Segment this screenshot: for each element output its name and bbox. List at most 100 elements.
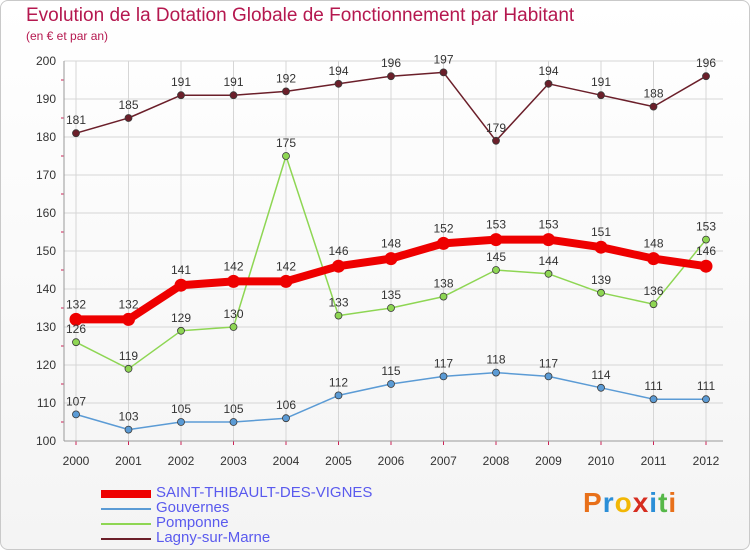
data-label-saint-thibault: 142 xyxy=(276,259,296,273)
data-point-gouvernes xyxy=(598,384,605,391)
data-label-pomponne: 130 xyxy=(223,307,243,321)
data-point-lagny xyxy=(493,137,500,144)
data-label-pomponne: 135 xyxy=(381,288,401,302)
data-label-lagny: 196 xyxy=(696,56,716,70)
y-tick-label: 130 xyxy=(36,320,56,334)
data-point-saint-thibault xyxy=(595,241,608,254)
y-tick-label: 150 xyxy=(36,244,56,258)
data-point-gouvernes xyxy=(650,396,657,403)
data-label-gouvernes: 117 xyxy=(539,356,558,370)
data-label-pomponne: 144 xyxy=(538,254,558,268)
data-label-gouvernes: 111 xyxy=(644,379,663,393)
data-point-saint-thibault xyxy=(437,237,450,250)
data-label-pomponne: 126 xyxy=(66,322,86,336)
data-label-gouvernes: 114 xyxy=(591,368,610,382)
data-label-pomponne: 175 xyxy=(276,136,296,150)
x-tick-label: 2010 xyxy=(588,454,615,468)
y-tick-label: 160 xyxy=(36,206,56,220)
data-label-pomponne: 153 xyxy=(696,220,716,234)
data-label-lagny: 192 xyxy=(276,71,296,85)
logo-letter: P xyxy=(583,487,603,519)
data-point-saint-thibault xyxy=(227,275,240,288)
data-point-saint-thibault xyxy=(385,252,398,265)
data-point-lagny xyxy=(598,92,605,99)
data-label-gouvernes: 105 xyxy=(171,402,191,416)
x-tick-label: 2012 xyxy=(693,454,720,468)
x-tick-label: 2006 xyxy=(378,454,405,468)
data-label-lagny: 191 xyxy=(591,75,611,89)
data-label-gouvernes: 106 xyxy=(276,398,296,412)
legend-swatch xyxy=(101,508,151,510)
data-label-pomponne: 138 xyxy=(433,277,453,291)
data-point-pomponne xyxy=(650,301,657,308)
data-label-saint-thibault: 153 xyxy=(486,218,506,232)
data-point-lagny xyxy=(125,115,132,122)
data-label-gouvernes: 111 xyxy=(697,379,716,393)
y-tick-label: 110 xyxy=(37,396,56,410)
data-point-gouvernes xyxy=(230,419,237,426)
legend-swatch xyxy=(101,490,151,498)
data-point-saint-thibault xyxy=(332,260,345,273)
data-point-pomponne xyxy=(440,293,447,300)
x-tick-label: 2007 xyxy=(430,454,457,468)
data-point-pomponne xyxy=(493,267,500,274)
data-label-lagny: 188 xyxy=(643,87,663,101)
data-label-pomponne: 145 xyxy=(486,250,506,264)
data-point-gouvernes xyxy=(493,369,500,376)
data-point-saint-thibault xyxy=(542,233,555,246)
data-point-pomponne xyxy=(230,324,237,331)
data-point-pomponne xyxy=(73,339,80,346)
data-point-gouvernes xyxy=(283,415,290,422)
data-point-lagny xyxy=(230,92,237,99)
data-point-saint-thibault xyxy=(700,260,713,273)
data-label-saint-thibault: 146 xyxy=(328,244,348,258)
data-label-lagny: 179 xyxy=(486,121,506,135)
data-label-gouvernes: 105 xyxy=(223,402,243,416)
data-point-gouvernes xyxy=(440,373,447,380)
data-label-saint-thibault: 151 xyxy=(591,225,611,239)
data-point-lagny xyxy=(440,69,447,76)
data-label-pomponne: 139 xyxy=(591,273,611,287)
legend-swatch xyxy=(101,523,151,525)
y-tick-label: 140 xyxy=(36,282,56,296)
data-point-gouvernes xyxy=(73,411,80,418)
data-point-saint-thibault xyxy=(175,279,188,292)
data-point-saint-thibault xyxy=(122,313,135,326)
y-tick-label: 190 xyxy=(36,92,56,106)
data-label-saint-thibault: 132 xyxy=(66,297,86,311)
data-label-lagny: 185 xyxy=(118,98,138,112)
logo-letter: i xyxy=(649,487,658,519)
data-label-pomponne: 133 xyxy=(328,296,348,310)
x-tick-label: 2009 xyxy=(535,454,562,468)
data-label-gouvernes: 115 xyxy=(381,364,400,378)
logo-letter: x xyxy=(633,487,650,519)
data-point-lagny xyxy=(388,73,395,80)
data-label-lagny: 191 xyxy=(171,75,191,89)
x-tick-label: 2005 xyxy=(325,454,352,468)
data-point-lagny xyxy=(335,80,342,87)
logo-letter: r xyxy=(603,487,615,519)
data-label-gouvernes: 117 xyxy=(434,356,453,370)
data-label-saint-thibault: 142 xyxy=(223,259,243,273)
data-label-saint-thibault: 141 xyxy=(171,263,191,277)
data-point-pomponne xyxy=(598,289,605,296)
data-label-lagny: 196 xyxy=(381,56,401,70)
y-tick-label: 120 xyxy=(36,358,56,372)
data-point-lagny xyxy=(73,130,80,137)
data-label-lagny: 194 xyxy=(328,64,348,78)
x-tick-label: 2003 xyxy=(220,454,247,468)
data-label-gouvernes: 112 xyxy=(329,375,348,389)
data-point-lagny xyxy=(545,80,552,87)
data-label-gouvernes: 107 xyxy=(66,394,86,408)
data-point-pomponne xyxy=(703,236,710,243)
x-tick-label: 2002 xyxy=(168,454,195,468)
data-label-lagny: 197 xyxy=(433,52,453,66)
data-label-saint-thibault: 132 xyxy=(118,297,138,311)
y-tick-label: 180 xyxy=(36,130,56,144)
data-point-gouvernes xyxy=(125,426,132,433)
data-point-gouvernes xyxy=(335,392,342,399)
x-tick-label: 2000 xyxy=(63,454,90,468)
proxiti-logo: Proxiti xyxy=(583,487,677,519)
data-label-lagny: 191 xyxy=(223,75,243,89)
data-point-lagny xyxy=(283,88,290,95)
